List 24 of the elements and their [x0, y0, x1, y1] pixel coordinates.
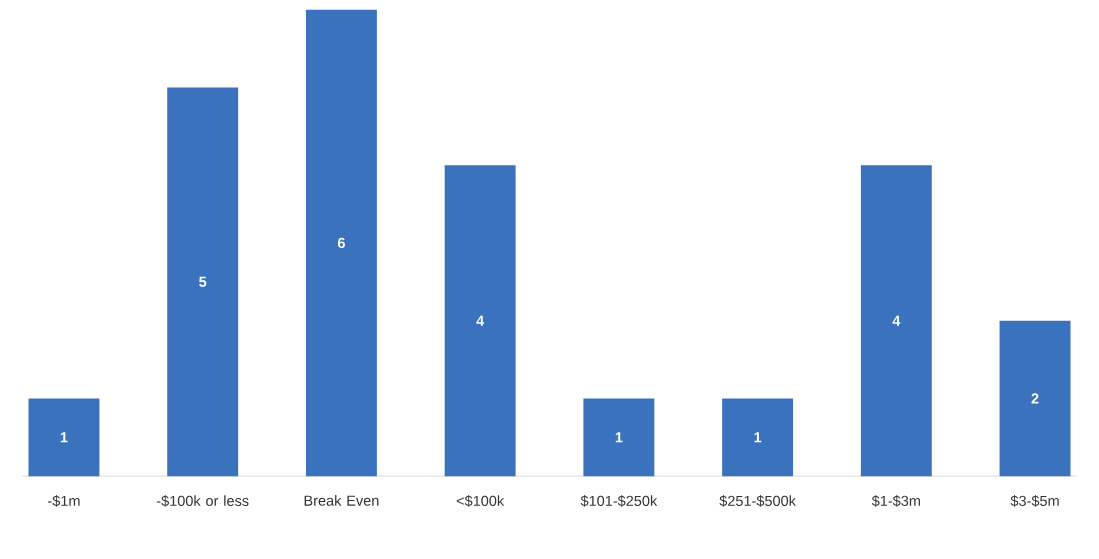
bar — [167, 87, 239, 477]
bar — [722, 398, 794, 477]
data-label: 1 — [754, 432, 762, 443]
data-label: 5 — [199, 276, 207, 287]
bar — [28, 398, 100, 477]
x-tick-label: <$100k — [456, 495, 505, 507]
x-tick-label: $1-$3m — [871, 495, 920, 507]
x-tick-label: $251-$500k — [719, 495, 796, 507]
bar — [305, 9, 377, 477]
data-label: 4 — [476, 315, 485, 326]
bar — [860, 165, 932, 477]
bar — [999, 320, 1071, 477]
bar — [583, 398, 655, 477]
data-label: 2 — [1031, 393, 1039, 404]
x-tick-label: -$1m — [48, 495, 80, 507]
data-label: 4 — [892, 315, 901, 326]
x-tick-label: -$100k or less — [156, 495, 249, 507]
bar — [444, 165, 516, 477]
x-tick-label: Break Even — [304, 495, 379, 506]
data-label: 1 — [615, 432, 623, 443]
x-tick-label: $101-$250k — [580, 495, 658, 507]
data-label: 1 — [60, 432, 68, 443]
data-label: 6 — [337, 237, 345, 249]
x-tick-label: $3-$5m — [1010, 495, 1059, 507]
